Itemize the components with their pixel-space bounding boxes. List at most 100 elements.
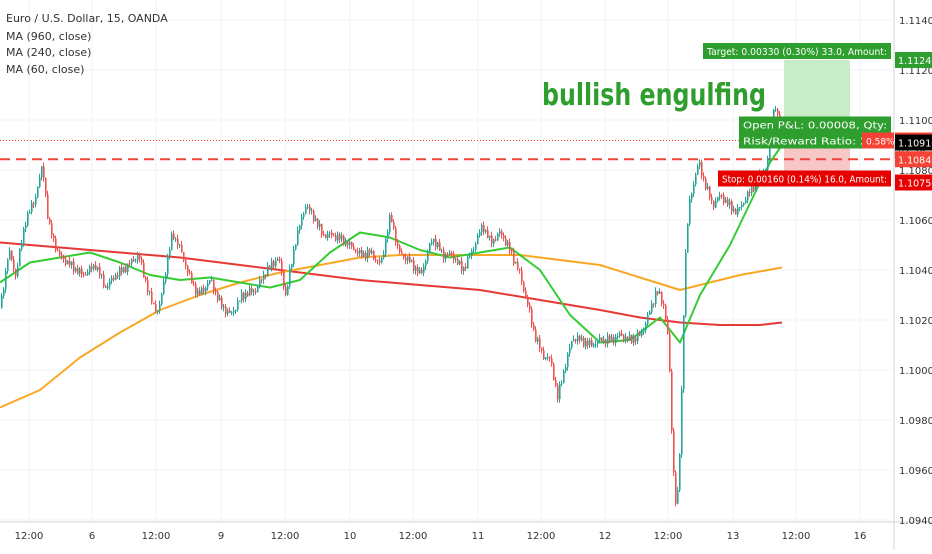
candle-body-126 bbox=[253, 291, 255, 293]
candle-body-290 bbox=[581, 337, 583, 341]
candle-body-169 bbox=[339, 234, 341, 240]
candle-body-255 bbox=[511, 250, 513, 252]
candle-body-88 bbox=[177, 238, 179, 246]
candle-body-67 bbox=[135, 260, 137, 262]
candle-body-143 bbox=[287, 286, 289, 295]
candle-body-157 bbox=[315, 218, 317, 222]
legend-ma-240: MA (240, close) bbox=[6, 46, 91, 59]
candle-body-60 bbox=[121, 267, 123, 273]
candle-body-258 bbox=[517, 262, 519, 269]
candle-body-280 bbox=[561, 383, 563, 385]
candle-body-313 bbox=[627, 336, 629, 340]
candle-body-116 bbox=[233, 310, 235, 313]
candle-body-233 bbox=[467, 256, 469, 269]
candle-body-82 bbox=[165, 274, 167, 282]
x-tick-label-6: 12:00 bbox=[399, 531, 428, 542]
candle-body-252 bbox=[505, 238, 507, 246]
candle-body-326 bbox=[653, 303, 655, 305]
candle-body-216 bbox=[433, 238, 435, 243]
candle-body-224 bbox=[449, 252, 451, 256]
candle-body-190 bbox=[381, 257, 383, 263]
candle-body-101 bbox=[203, 288, 205, 292]
candle-body-283 bbox=[567, 353, 569, 368]
candle-body-236 bbox=[473, 249, 475, 251]
candle-body-183 bbox=[367, 249, 369, 259]
candle-body-92 bbox=[185, 260, 187, 266]
candle-body-249 bbox=[499, 231, 501, 234]
candle-body-8 bbox=[17, 266, 19, 276]
candle-body-23 bbox=[47, 194, 49, 219]
candle-body-57 bbox=[115, 274, 117, 280]
target-label-box bbox=[703, 43, 891, 59]
candle-body-387 bbox=[775, 109, 777, 111]
candle-body-270 bbox=[541, 348, 543, 351]
annotation-bullish-engulfing: bullish engulfing bbox=[542, 78, 766, 113]
candle-body-228 bbox=[457, 259, 459, 265]
candle-body-56 bbox=[113, 278, 115, 280]
candle-body-187 bbox=[375, 259, 377, 261]
candle-body-268 bbox=[537, 338, 539, 342]
candle-body-166 bbox=[333, 235, 335, 237]
candle-body-269 bbox=[539, 338, 541, 349]
candle-body-37 bbox=[75, 268, 77, 272]
candle-body-93 bbox=[187, 265, 189, 273]
candle-body-353 bbox=[707, 186, 709, 190]
candle-body-345 bbox=[691, 193, 693, 200]
candle-body-227 bbox=[455, 259, 457, 261]
candle-body-212 bbox=[425, 261, 427, 267]
candle-body-297 bbox=[595, 343, 597, 345]
candle-body-85 bbox=[171, 233, 173, 250]
candle-body-193 bbox=[387, 232, 389, 239]
candle-body-339 bbox=[679, 454, 681, 491]
candle-body-277 bbox=[555, 380, 557, 386]
candle-body-84 bbox=[169, 249, 171, 257]
candle-body-219 bbox=[439, 242, 441, 251]
candle-body-64 bbox=[129, 263, 131, 265]
candle-body-374 bbox=[749, 191, 751, 194]
y-tick-label-8: 1.09800 bbox=[899, 416, 932, 427]
candle-body-314 bbox=[629, 334, 631, 340]
candle-body-361 bbox=[723, 195, 725, 203]
candle-body-225 bbox=[451, 252, 453, 255]
candle-body-242 bbox=[485, 229, 487, 232]
candle-body-119 bbox=[239, 300, 241, 302]
candle-body-164 bbox=[329, 232, 331, 235]
candle-body-383 bbox=[767, 159, 769, 170]
y-tick-label-7: 1.10000 bbox=[899, 366, 932, 377]
candle-body-66 bbox=[133, 259, 135, 262]
x-tick-label-4: 12:00 bbox=[271, 531, 300, 542]
candle-body-327 bbox=[655, 291, 657, 305]
candle-body-367 bbox=[735, 208, 737, 215]
candle-body-98 bbox=[197, 290, 199, 295]
candle-body-139 bbox=[279, 259, 281, 261]
candle-body-90 bbox=[181, 244, 183, 253]
candle-body-133 bbox=[267, 265, 269, 277]
candle-body-9 bbox=[19, 249, 21, 267]
x-tick-label-0: 12:00 bbox=[15, 531, 44, 542]
candle-body-165 bbox=[331, 232, 333, 236]
candle-body-316 bbox=[633, 337, 635, 343]
candle-body-40 bbox=[81, 268, 83, 275]
candle-body-175 bbox=[351, 241, 353, 247]
candle-body-181 bbox=[363, 252, 365, 257]
candle-body-286 bbox=[573, 339, 575, 342]
y-tick-label-3: 1.10800 bbox=[899, 166, 932, 177]
candle-body-20 bbox=[41, 166, 43, 178]
x-tick-label-12: 12:00 bbox=[782, 531, 811, 542]
candle-body-279 bbox=[559, 384, 561, 400]
candle-body-324 bbox=[649, 311, 651, 316]
candle-body-291 bbox=[583, 337, 585, 347]
candle-body-99 bbox=[199, 290, 201, 295]
candle-body-123 bbox=[247, 292, 249, 296]
candle-body-340 bbox=[681, 389, 683, 455]
candle-body-204 bbox=[409, 256, 411, 262]
candle-body-234 bbox=[469, 255, 471, 257]
candle-body-300 bbox=[601, 337, 603, 343]
candle-body-332 bbox=[665, 305, 667, 320]
candle-body-335 bbox=[671, 371, 673, 431]
candle-body-328 bbox=[657, 291, 659, 294]
price-badge-box-3 bbox=[895, 134, 932, 151]
candle-body-370 bbox=[741, 205, 743, 208]
